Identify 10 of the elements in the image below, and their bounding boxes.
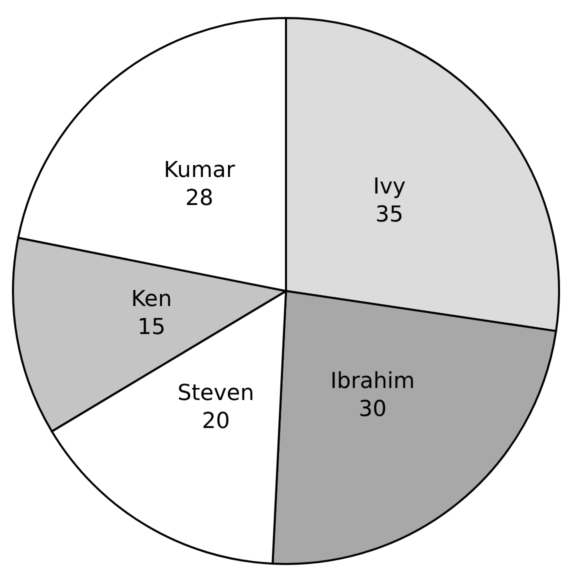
slice-label: Ken bbox=[131, 287, 172, 312]
slice-label: Ivy bbox=[373, 174, 406, 200]
data-label: 35 bbox=[375, 202, 404, 228]
data-label: 28 bbox=[185, 186, 214, 212]
slice-label: Kumar bbox=[164, 158, 236, 184]
slice-label: Ibrahim bbox=[330, 369, 415, 394]
slice-label: Steven bbox=[178, 380, 254, 406]
data-label: 15 bbox=[138, 315, 166, 340]
data-label: 20 bbox=[202, 408, 230, 434]
data-label: 30 bbox=[358, 397, 387, 422]
